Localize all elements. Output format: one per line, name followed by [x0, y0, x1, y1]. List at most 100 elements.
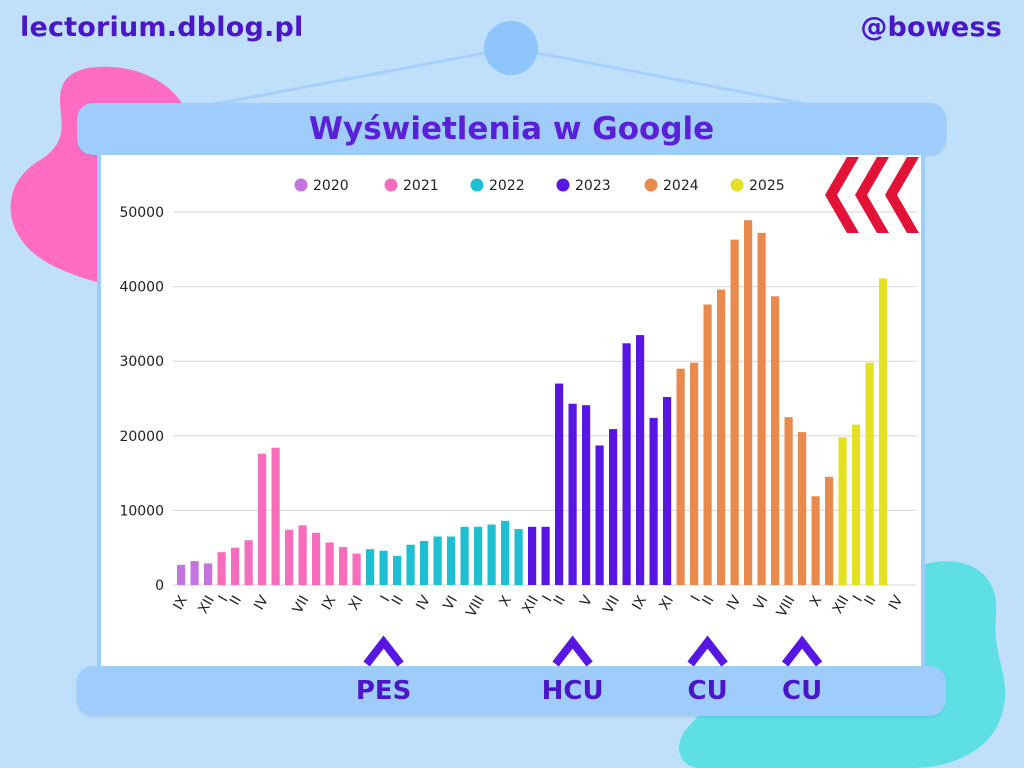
annotation-chevron-icon	[687, 635, 728, 667]
y-tick-label: 50000	[119, 205, 164, 221]
hive-logo-icon	[825, 157, 919, 233]
bar-2021	[231, 547, 240, 585]
bar-2024	[730, 239, 739, 585]
bar-2023	[528, 526, 537, 585]
chart-title: Wyświetlenia w Google	[308, 111, 715, 147]
bar-2024	[757, 232, 766, 585]
site-label: lectorium.dblog.pl	[20, 12, 304, 43]
bars	[177, 220, 888, 585]
bar-2021	[258, 453, 267, 585]
bar-2021	[298, 525, 307, 585]
bar-2024	[784, 417, 793, 585]
legend-swatch	[556, 178, 570, 192]
annotation-chevron-icon	[781, 635, 823, 667]
legend-label: 2024	[663, 178, 699, 194]
bar-2022	[379, 550, 388, 585]
annotation-chevron-icon	[552, 635, 593, 667]
x-tick-label: I	[378, 593, 394, 605]
bar-2022	[433, 536, 442, 585]
legend-swatch	[294, 178, 308, 192]
x-tick-label: I	[216, 593, 232, 605]
x-tick-label: I	[850, 593, 866, 605]
x-tick-label: XII	[195, 593, 218, 616]
bar-2023	[636, 335, 645, 585]
bar-2020	[177, 564, 186, 585]
legend-item-2022: 2022	[470, 178, 525, 194]
x-tick-label: I	[540, 593, 556, 605]
bar-2023	[582, 405, 591, 585]
bar-2023	[568, 403, 577, 585]
bar-2024	[744, 220, 753, 585]
bar-2021	[217, 552, 226, 585]
legend-label: 2020	[313, 178, 349, 194]
y-tick-label: 30000	[119, 354, 164, 370]
legend-label: 2021	[403, 178, 439, 194]
legend-swatch	[730, 178, 744, 192]
legend-label: 2023	[575, 178, 611, 194]
x-tick-label: XII	[519, 593, 542, 616]
x-tick-label: I	[688, 593, 704, 605]
bar-2021	[339, 546, 348, 585]
annotation-label: CU	[781, 676, 823, 706]
legend-item-2023: 2023	[556, 178, 611, 194]
bar-2023	[609, 429, 618, 585]
bar-2025	[852, 424, 861, 585]
bar-2022	[420, 540, 429, 585]
bottom-banner	[77, 666, 946, 716]
bar-2022	[406, 544, 415, 585]
bar-2022	[447, 536, 456, 585]
x-tick-label: VII	[290, 593, 313, 616]
y-tick-label: 0	[155, 578, 164, 594]
bar-2021	[285, 529, 294, 585]
legend-swatch	[644, 178, 658, 192]
bar-2023	[622, 343, 631, 585]
bar-2022	[487, 524, 496, 585]
annotation-label: PES	[355, 676, 412, 706]
legend: 2020 2021 2022 2023 2024 2025	[294, 178, 785, 194]
y-tick-label: 20000	[119, 429, 164, 445]
annotation-label: CU	[687, 676, 728, 706]
bar-2024	[811, 496, 820, 585]
bar-2023	[541, 526, 550, 585]
bar-2022	[501, 520, 510, 585]
bar-2024	[798, 432, 807, 585]
bar-2021	[312, 532, 321, 585]
bar-2024	[703, 304, 712, 585]
bar-2022	[393, 555, 402, 585]
y-tick-label: 40000	[119, 280, 164, 296]
legend-swatch	[384, 178, 398, 192]
bar-2023	[555, 383, 564, 585]
bar-2021	[352, 553, 361, 585]
title-banner: Wyświetlenia w Google	[77, 103, 946, 155]
legend-item-2025: 2025	[730, 178, 785, 194]
legend-swatch	[470, 178, 484, 192]
annotation-chevron-icon	[363, 635, 404, 667]
bar-2021	[244, 540, 253, 585]
bar-2022	[514, 529, 523, 585]
x-tick-label: VII	[600, 593, 623, 616]
bar-2025	[879, 278, 888, 585]
bar-2024	[825, 476, 834, 585]
handle-label: @bowess	[860, 12, 1002, 43]
bar-2023	[649, 417, 658, 585]
y-tick-label: 10000	[119, 503, 164, 519]
annotation-label: HCU	[541, 676, 604, 706]
bar-2024	[771, 296, 780, 585]
bar-2022	[366, 549, 375, 585]
bar-2024	[717, 289, 726, 585]
bar-2022	[460, 526, 469, 585]
bar-2025	[838, 437, 847, 585]
legend-label: 2025	[749, 178, 785, 194]
y-tick-labels: 0 10000 20000 30000 40000 50000	[119, 205, 164, 594]
bar-2022	[474, 526, 483, 585]
legend-item-2020: 2020	[294, 178, 349, 194]
bar-2025	[865, 362, 874, 585]
bar-2024	[690, 362, 699, 585]
legend-label: 2022	[489, 178, 525, 194]
legend-item-2024: 2024	[644, 178, 699, 194]
legend-item-2021: 2021	[384, 178, 439, 194]
chart-panel: IX XII I II IV VII IX XI I II IV VI VIII X XII I II V VII I…	[97, 155, 925, 666]
bar-2020	[204, 563, 213, 585]
